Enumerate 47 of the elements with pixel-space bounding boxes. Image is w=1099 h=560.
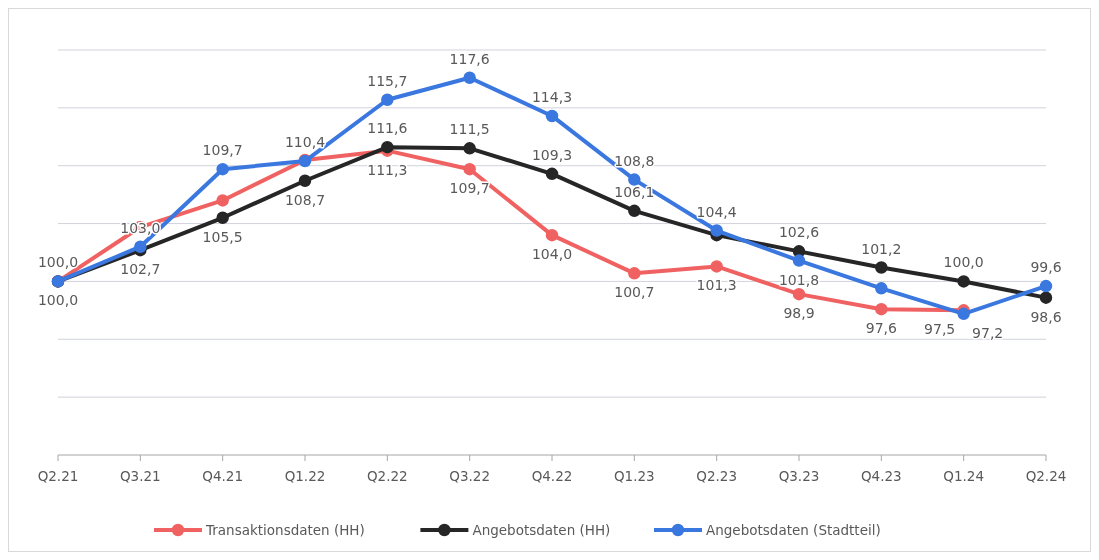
data-label: 97,2 (972, 324, 1004, 341)
x-tick-label: Q2.24 (1025, 468, 1067, 484)
x-tick-label: Q3.21 (119, 468, 161, 484)
data-label: 114,3 (531, 88, 573, 105)
legend-label: Transaktionsdaten (HH) (205, 522, 365, 538)
data-label: 106,1 (614, 183, 655, 200)
data-label: 97,5 (924, 321, 956, 338)
data-label: 100,0 (37, 292, 79, 309)
data-label: 99,6 (1030, 259, 1062, 276)
legend-label: Angebotsdaten (Stadtteil) (706, 522, 881, 538)
data-label: 105,5 (202, 228, 243, 245)
data-label: 115,7 (367, 72, 408, 89)
x-tick-label: Q2.21 (37, 468, 79, 484)
data-label: 98,6 (1030, 308, 1062, 325)
legend-label: Angebotsdaten (HH) (472, 522, 611, 538)
data-label: 109,3 (531, 146, 573, 163)
data-label: 100,0 (943, 254, 984, 271)
x-tick-label: Q1.24 (943, 468, 985, 484)
data-label: 117,6 (449, 50, 490, 67)
data-label: 110,4 (284, 134, 326, 151)
data-label: 108,7 (284, 191, 326, 208)
data-label: 100,0 (37, 254, 79, 271)
data-label: 111,6 (367, 120, 408, 137)
data-label: 111,3 (367, 161, 408, 178)
x-tick-label: Q4.23 (860, 468, 902, 484)
data-label: 108,8 (614, 152, 655, 169)
data-label: 104,4 (696, 203, 737, 220)
x-tick-label: Q4.22 (531, 468, 573, 484)
x-tick-label: Q3.22 (449, 468, 491, 484)
x-tick-label: Q1.23 (613, 468, 655, 484)
data-label: 98,9 (783, 305, 815, 322)
data-label: 111,5 (449, 121, 490, 138)
x-tick-label: Q3.23 (778, 468, 820, 484)
data-label: 100,7 (614, 284, 655, 301)
x-tick-label: Q1.22 (284, 468, 326, 484)
data-label: 109,7 (449, 180, 490, 197)
data-label: 102,6 (778, 224, 820, 241)
x-tick-label: Q4.21 (202, 468, 244, 484)
data-label: 109,7 (202, 142, 243, 159)
data-label: 101,3 (696, 277, 737, 294)
data-label: 104,0 (531, 246, 573, 263)
data-label: 101,2 (861, 240, 902, 257)
data-label: 102,7 (120, 261, 161, 278)
x-tick-label: Q2.22 (366, 468, 408, 484)
data-label: 101,8 (778, 271, 820, 288)
x-tick-label: Q2.23 (696, 468, 738, 484)
data-label: 97,6 (865, 320, 898, 337)
